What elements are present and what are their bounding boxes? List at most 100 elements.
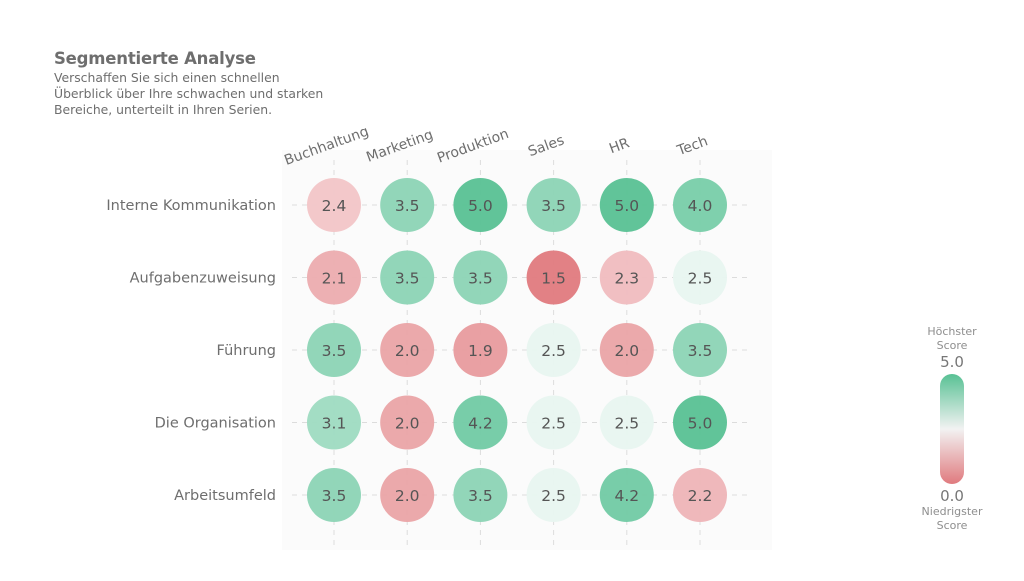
cell-circle	[599, 178, 654, 232]
cell-value: 5.0	[614, 197, 639, 215]
cell-value: 3.5	[541, 197, 566, 215]
cell-value: 2.5	[614, 415, 639, 433]
cell-value: 2.2	[688, 487, 713, 505]
cell-value: 2.5	[688, 270, 713, 288]
cell-value: 2.0	[395, 342, 420, 360]
heatmap-cell: 4.2	[599, 468, 654, 522]
cell-circle	[453, 468, 508, 522]
cell-value: 2.3	[614, 270, 639, 288]
heatmap-cell: 3.1	[307, 395, 361, 450]
cell-circle	[307, 468, 361, 522]
legend-top-caption-line2: Score	[936, 339, 968, 352]
legend-min-label: 0.0	[940, 487, 964, 505]
cell-value: 2.1	[322, 270, 347, 288]
heatmap-cell: 3.5	[526, 178, 581, 232]
heatmap-cell: 2.2	[673, 468, 727, 522]
row-label: Arbeitsumfeld	[174, 488, 276, 504]
cell-circle	[599, 468, 654, 522]
heatmap-cell: 3.5	[380, 178, 435, 232]
legend-gradient-bar	[940, 374, 964, 484]
cell-value: 3.5	[395, 197, 420, 215]
cell-value: 4.2	[468, 415, 493, 433]
cell-value: 2.0	[395, 415, 420, 433]
row-label: Interne Kommunikation	[106, 198, 276, 214]
legend-bottom-caption-line2: Score	[936, 519, 968, 532]
cell-circle	[380, 178, 435, 232]
cell-value: 4.0	[688, 197, 713, 215]
heatmap-cell: 2.0	[380, 468, 435, 522]
cell-value: 2.4	[322, 197, 347, 215]
cell-value: 2.0	[395, 487, 420, 505]
heatmap-cell: 4.0	[673, 178, 727, 232]
heatmap-cell: 2.0	[380, 323, 435, 377]
cell-value: 2.0	[614, 342, 639, 360]
row-labels: Interne Kommunikation Aufgabenzuweisung Fü…	[106, 198, 276, 504]
cell-circle	[673, 395, 727, 450]
row-label: Die Organisation	[155, 416, 276, 432]
cell-circle	[599, 395, 654, 450]
heatmap-cell: 2.5	[526, 395, 581, 450]
cell-circle	[526, 395, 581, 450]
cell-circle	[380, 395, 435, 450]
cell-value: 3.5	[322, 342, 347, 360]
heatmap-cell: 3.5	[307, 468, 361, 522]
legend-bottom-caption: Niedrigster Score	[900, 505, 1004, 533]
cell-value: 4.2	[614, 487, 639, 505]
cell-value: 3.5	[688, 342, 713, 360]
heatmap-cell: 3.5	[673, 323, 727, 377]
cell-circle	[673, 178, 727, 232]
heatmap-cell: 2.1	[307, 250, 361, 305]
cell-value: 3.1	[322, 415, 347, 433]
chart-header: Segmentierte Analyse Verschaffen Sie sic…	[54, 49, 324, 118]
cell-circle	[673, 468, 727, 522]
heatmap-cell: 2.4	[307, 178, 361, 232]
cell-circle	[453, 323, 508, 377]
cell-circle	[380, 323, 435, 377]
cell-circle	[526, 250, 581, 305]
heatmap-cells: 2.4 3.5 5.0 3.5 5.0 4.0 2.1 3.5 3.5 1.5 2.3 2.5 3.5 2…	[307, 178, 727, 522]
cell-value: 3.5	[468, 270, 493, 288]
heatmap-cell: 2.0	[380, 395, 435, 450]
legend-top-caption-line1: Höchster	[927, 325, 977, 338]
page-title: Segmentierte Analyse	[54, 49, 256, 68]
heatmap-cell: 2.0	[599, 323, 654, 377]
heatmap-cell: 3.5	[380, 250, 435, 305]
cell-circle	[307, 178, 361, 232]
cell-circle	[307, 395, 361, 450]
cell-circle	[453, 395, 508, 450]
heatmap-cell: 5.0	[453, 178, 508, 232]
cell-circle	[307, 250, 361, 305]
heatmap-cell: 2.5	[526, 323, 581, 377]
legend-max-label: 5.0	[940, 353, 964, 371]
heatmap-cell: 2.5	[673, 250, 727, 305]
heatmap-cell: 1.5	[526, 250, 581, 305]
cell-circle	[380, 250, 435, 305]
heatmap-cell: 2.5	[526, 468, 581, 522]
heatmap-cell: 3.5	[453, 250, 508, 305]
heatmap-cell: 2.5	[599, 395, 654, 450]
heatmap-cell: 3.5	[453, 468, 508, 522]
cell-value: 3.5	[395, 270, 420, 288]
cell-value: 2.5	[541, 342, 566, 360]
cell-circle	[453, 178, 508, 232]
row-label: Führung	[217, 343, 276, 359]
heatmap-cell: 1.9	[453, 323, 508, 377]
cell-value: 5.0	[468, 197, 493, 215]
cell-value: 2.5	[541, 487, 566, 505]
cell-circle	[526, 178, 581, 232]
cell-value: 2.5	[541, 415, 566, 433]
cell-value: 1.9	[468, 342, 493, 360]
cell-circle	[380, 468, 435, 522]
cell-value: 3.5	[468, 487, 493, 505]
cell-circle	[673, 323, 727, 377]
column-label: HR	[607, 135, 632, 157]
page-subtitle: Verschaffen Sie sich einen schnellen Übe…	[54, 70, 324, 117]
heatmap-cell: 4.2	[453, 395, 508, 450]
cell-circle	[453, 250, 508, 305]
heatmap-cell: 5.0	[673, 395, 727, 450]
cell-circle	[526, 323, 581, 377]
cell-circle	[599, 323, 654, 377]
cell-circle	[599, 250, 654, 305]
cell-value: 3.5	[322, 487, 347, 505]
row-label: Aufgabenzuweisung	[130, 271, 276, 287]
